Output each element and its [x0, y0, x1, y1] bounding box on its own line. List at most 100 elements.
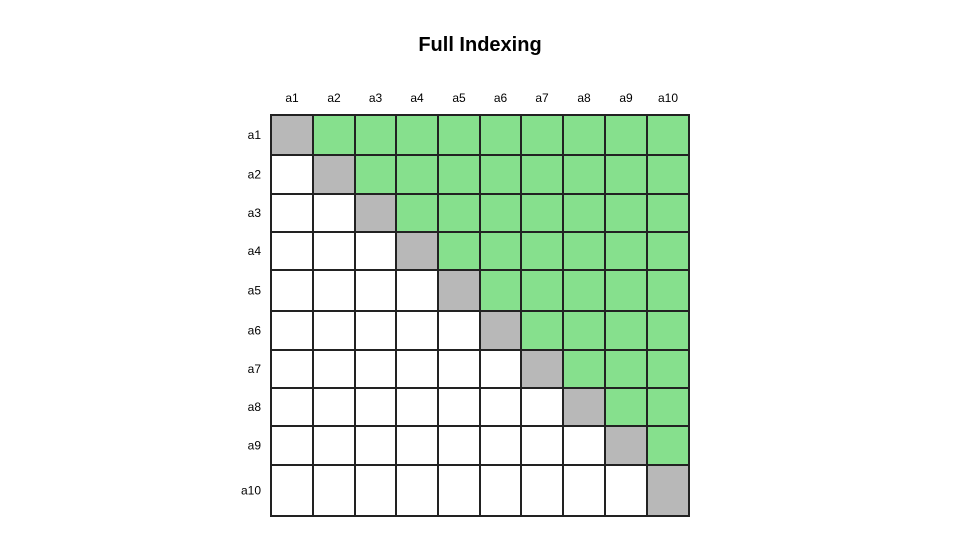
row-label-a5: a5: [248, 284, 262, 298]
cell-empty-a9-a1: [270, 425, 314, 466]
cell-empty-a8-a2: [312, 387, 356, 427]
cell-indexed-a1-a3: [354, 114, 397, 156]
cell-empty-a5-a3: [354, 269, 397, 312]
cell-empty-a9-a5: [437, 425, 481, 466]
row-label-a7: a7: [248, 362, 262, 376]
cell-empty-a7-a1: [270, 349, 314, 389]
cell-empty-a10-a5: [437, 464, 481, 517]
cell-empty-a4-a1: [270, 231, 314, 271]
cell-empty-a8-a7: [520, 387, 564, 427]
column-label-a7: a7: [535, 91, 549, 105]
cell-indexed-a1-a4: [395, 114, 439, 156]
cell-empty-a6-a3: [354, 310, 397, 351]
cell-indexed-a5-a8: [562, 269, 606, 312]
cell-empty-a7-a3: [354, 349, 397, 389]
cell-indexed-a1-a6: [479, 114, 522, 156]
column-label-a8: a8: [577, 91, 591, 105]
cell-empty-a9-a2: [312, 425, 356, 466]
row-label-a8: a8: [248, 400, 262, 414]
cell-empty-a8-a4: [395, 387, 439, 427]
cell-indexed-a8-a10: [646, 387, 690, 427]
cell-indexed-a5-a9: [604, 269, 648, 312]
row-label-a9: a9: [248, 439, 262, 453]
row-label-a1: a1: [248, 128, 262, 142]
cell-indexed-a2-a8: [562, 154, 606, 195]
cell-empty-a6-a1: [270, 310, 314, 351]
cell-empty-a10-a8: [562, 464, 606, 517]
cell-indexed-a6-a10: [646, 310, 690, 351]
cell-indexed-a3-a10: [646, 193, 690, 233]
cell-indexed-a3-a6: [479, 193, 522, 233]
row-label-a2: a2: [248, 168, 262, 182]
column-labels: a1 a2 a3 a4 a5 a6 a7 a8 a9 a10: [285, 91, 678, 105]
cell-diagonal-a8-a8: [562, 387, 606, 427]
cell-empty-a10-a6: [479, 464, 522, 517]
cell-indexed-a3-a9: [604, 193, 648, 233]
cell-indexed-a1-a7: [520, 114, 564, 156]
cell-empty-a8-a5: [437, 387, 481, 427]
cell-indexed-a1-a10: [646, 114, 690, 156]
cell-empty-a8-a6: [479, 387, 522, 427]
cell-empty-a5-a4: [395, 269, 439, 312]
cell-empty-a10-a3: [354, 464, 397, 517]
cell-indexed-a5-a6: [479, 269, 522, 312]
cell-empty-a5-a1: [270, 269, 314, 312]
cell-diagonal-a6-a6: [479, 310, 522, 351]
cell-empty-a9-a7: [520, 425, 564, 466]
cell-diagonal-a7-a7: [520, 349, 564, 389]
row-label-a6: a6: [248, 324, 262, 338]
cell-empty-a10-a7: [520, 464, 564, 517]
cell-indexed-a2-a10: [646, 154, 690, 195]
cell-indexed-a2-a4: [395, 154, 439, 195]
cell-empty-a8-a3: [354, 387, 397, 427]
cell-indexed-a8-a9: [604, 387, 648, 427]
cell-empty-a4-a3: [354, 231, 397, 271]
cell-indexed-a3-a8: [562, 193, 606, 233]
cell-indexed-a9-a10: [646, 425, 690, 466]
cell-indexed-a2-a6: [479, 154, 522, 195]
cell-diagonal-a2-a2: [312, 154, 356, 195]
cell-diagonal-a10-a10: [646, 464, 690, 517]
cell-indexed-a1-a8: [562, 114, 606, 156]
cell-empty-a7-a6: [479, 349, 522, 389]
cell-diagonal-a3-a3: [354, 193, 397, 233]
cell-diagonal-a9-a9: [604, 425, 648, 466]
cell-diagonal-a1-a1: [270, 114, 314, 156]
cell-indexed-a2-a7: [520, 154, 564, 195]
cell-empty-a9-a3: [354, 425, 397, 466]
cell-indexed-a6-a9: [604, 310, 648, 351]
cell-diagonal-a5-a5: [437, 269, 481, 312]
cell-empty-a6-a4: [395, 310, 439, 351]
cell-empty-a6-a2: [312, 310, 356, 351]
cell-indexed-a3-a7: [520, 193, 564, 233]
cell-empty-a9-a6: [479, 425, 522, 466]
cell-empty-a10-a2: [312, 464, 356, 517]
cell-empty-a7-a5: [437, 349, 481, 389]
cell-indexed-a1-a5: [437, 114, 481, 156]
column-label-a6: a6: [494, 91, 508, 105]
column-label-a2: a2: [327, 91, 341, 105]
cell-indexed-a2-a5: [437, 154, 481, 195]
cell-empty-a6-a5: [437, 310, 481, 351]
cell-empty-a2-a1: [270, 154, 314, 195]
cell-empty-a4-a2: [312, 231, 356, 271]
cell-empty-a10-a9: [604, 464, 648, 517]
column-label-a1: a1: [285, 91, 299, 105]
row-label-a10: a10: [241, 484, 261, 498]
cell-empty-a9-a4: [395, 425, 439, 466]
matrix-cells: [270, 114, 690, 517]
cell-indexed-a2-a3: [354, 154, 397, 195]
column-label-a3: a3: [369, 91, 383, 105]
cell-empty-a3-a2: [312, 193, 356, 233]
row-label-a3: a3: [248, 206, 262, 220]
cell-empty-a7-a4: [395, 349, 439, 389]
cell-indexed-a6-a8: [562, 310, 606, 351]
cell-indexed-a3-a5: [437, 193, 481, 233]
cell-indexed-a6-a7: [520, 310, 564, 351]
cell-indexed-a4-a7: [520, 231, 564, 271]
cell-empty-a8-a1: [270, 387, 314, 427]
cell-indexed-a5-a10: [646, 269, 690, 312]
cell-empty-a7-a2: [312, 349, 356, 389]
column-label-a5: a5: [452, 91, 466, 105]
column-label-a4: a4: [410, 91, 424, 105]
